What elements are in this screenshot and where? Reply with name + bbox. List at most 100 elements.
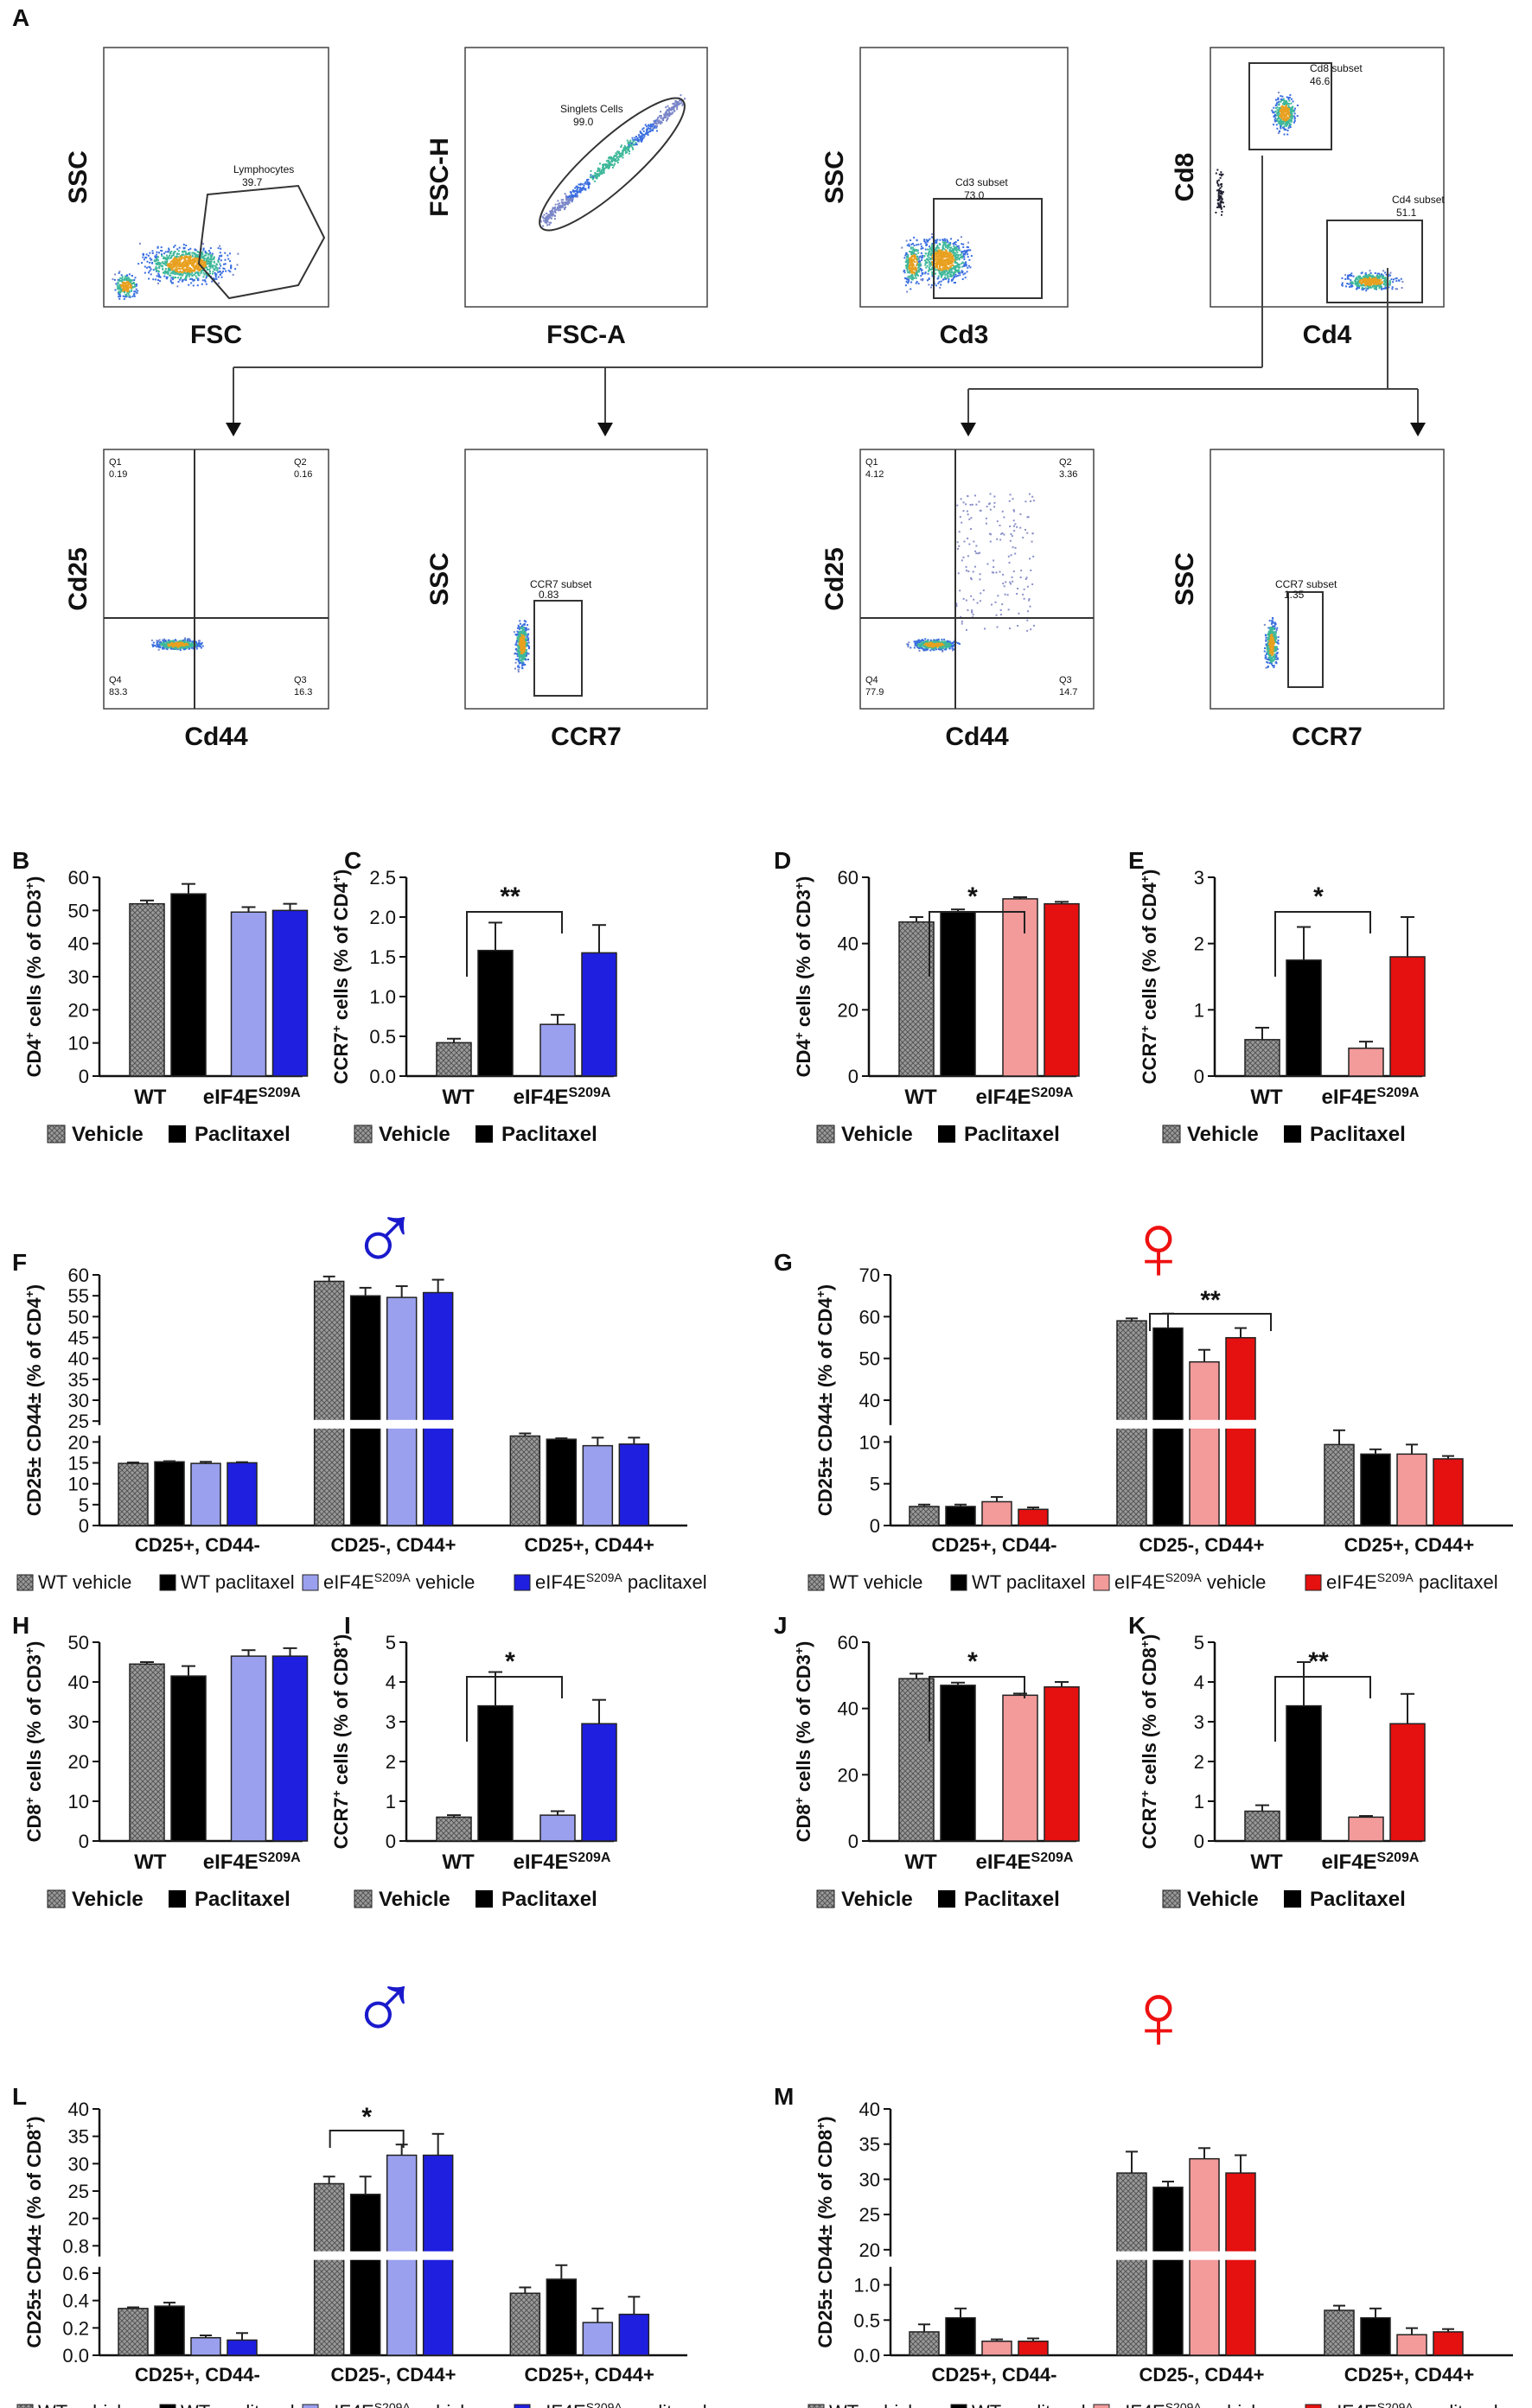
scatter-dot [196,271,199,273]
scatter-dot [123,290,125,293]
scatter-dot [591,175,594,178]
scatter-dot [514,652,517,654]
scatter-dot [642,130,645,132]
scatter-dot [1395,277,1397,280]
scatter-dot [1388,283,1391,286]
scatter-dot [195,260,197,263]
scatter-dot [930,236,933,239]
scatter-dot [150,639,153,641]
scatter-dot [1388,286,1390,289]
scatter-dot [609,162,611,164]
scatter-dot [520,662,522,665]
scatter-dot [931,267,934,270]
scatter-dot [911,246,914,249]
scatter-dot [940,262,942,264]
scatter-dot [201,283,203,285]
scatter-dot [1392,278,1395,281]
scatter-dot [1278,109,1280,111]
scatter-dot [553,218,556,220]
scatter-dot [941,263,943,265]
scatter-dot [669,109,672,111]
scatter-dot [154,255,156,258]
scatter-dot [177,250,180,252]
scatter-dot [655,123,658,125]
scatter-dot [523,634,526,636]
scatter-dot [134,277,137,279]
scatter-dot [522,635,525,638]
scatter-dot [935,241,938,244]
scatter-dot [163,262,165,264]
scatter-dot [197,272,200,275]
scatter-dot [929,258,932,261]
scatter-dot [1291,110,1293,112]
scatter-dot [1220,191,1222,194]
flow-ylabel: Cd8 [1171,153,1199,202]
scatter-dot [618,150,621,153]
scatter-dot [907,282,910,284]
scatter-dot [925,239,928,241]
scatter-dot [579,190,582,193]
scatter-dot [158,639,161,641]
scatter-dot [942,239,945,241]
scatter-dot [578,188,581,191]
scatter-dot [542,225,545,227]
scatter-dot [946,260,948,263]
scatter-dot [118,290,120,293]
scatter-dot [169,642,172,645]
scatter-dot [223,267,226,270]
flow-ylabel: FSC-H [425,137,454,217]
scatter-dot [948,250,951,252]
scatter-dot [622,147,625,150]
scatter-dot [157,276,160,278]
scatter-dot [1284,119,1286,122]
scatter-dot [520,651,523,653]
scatter-dot [1377,275,1380,277]
scatter-dot [204,264,207,266]
scatter-dot [1281,95,1284,98]
scatter-dot [171,645,174,647]
scatter-dot [195,257,197,259]
scatter-dot [616,156,618,158]
scatter-dot [1285,124,1287,127]
scatter-dot [186,265,188,268]
scatter-dot [523,640,526,643]
scatter-dot [970,255,973,258]
scatter-dot [545,217,547,220]
scatter-dot [910,288,912,290]
scatter-dot [185,252,188,254]
scatter-dot [935,648,937,651]
scatter-dot [203,273,206,276]
scatter-dot [907,259,910,262]
scatter-dot [930,250,933,252]
scatter-dot [935,258,937,261]
scatter-dot [198,644,201,647]
scatter-dot [211,272,214,275]
scatter-dot [552,210,554,213]
scatter-dot [584,188,587,191]
scatter-dot [521,624,524,627]
scatter-dot [170,265,173,268]
scatter-dot [1362,280,1364,283]
scatter-dot [597,167,599,169]
scatter-dot [548,215,551,218]
scatter-dot [907,258,910,260]
scatter-dot [172,640,175,642]
scatter-dot [1374,277,1376,280]
scatter-dot [167,264,169,267]
scatter-dot [911,271,914,273]
scatter-dot [125,277,128,280]
scatter-dot [928,252,930,254]
scatter-dot [175,647,177,649]
scatter-dot [176,248,179,251]
scatter-dot [176,265,178,268]
scatter-dot [1350,282,1352,284]
scatter-dot [917,258,920,261]
scatter-dot [927,258,929,261]
scatter-dot [518,627,520,630]
scatter-dot [1288,120,1291,123]
scatter-dot [964,262,967,264]
scatter-dot [1216,180,1219,182]
scatter-dot [131,282,133,284]
scatter-dot [558,209,560,212]
